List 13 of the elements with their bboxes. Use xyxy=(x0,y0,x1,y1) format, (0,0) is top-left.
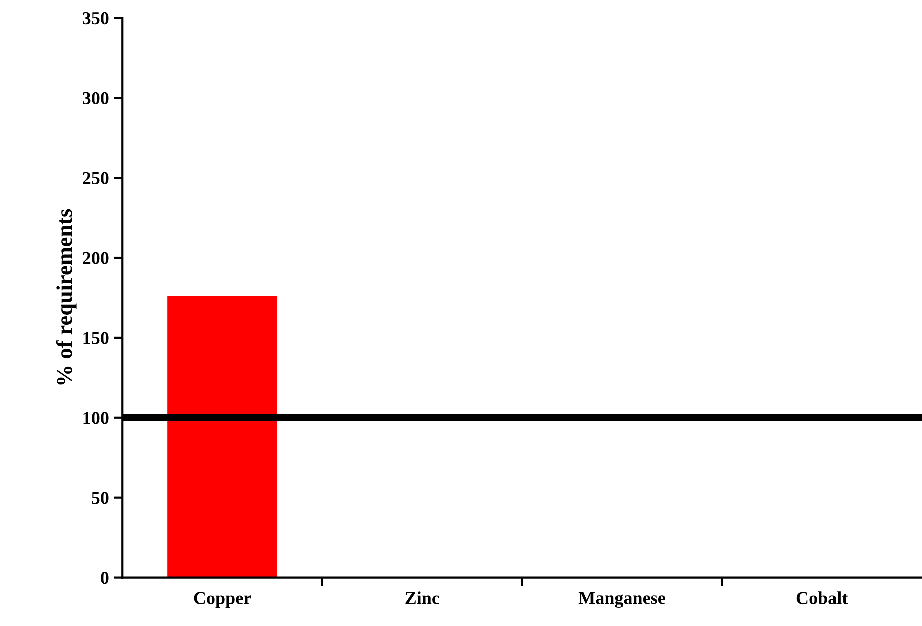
y-tick-label: 200 xyxy=(83,252,109,264)
y-tick-label: 100 xyxy=(84,412,109,424)
x-tick-label: Zinc xyxy=(406,592,440,604)
y-tick-label: 150 xyxy=(84,332,109,344)
x-tick-label: Cobalt xyxy=(796,592,848,604)
y-axis-title: % of requirements xyxy=(56,209,77,385)
y-tick-label: 350 xyxy=(83,12,109,25)
y-tick-label: 300 xyxy=(83,92,109,105)
x-tick-label: Manganese xyxy=(578,592,666,608)
y-tick-label: 0 xyxy=(101,572,109,584)
y-tick-label: 50 xyxy=(92,492,109,504)
x-tick-label: Copper xyxy=(194,592,252,608)
y-tick-label: 250 xyxy=(83,172,109,184)
